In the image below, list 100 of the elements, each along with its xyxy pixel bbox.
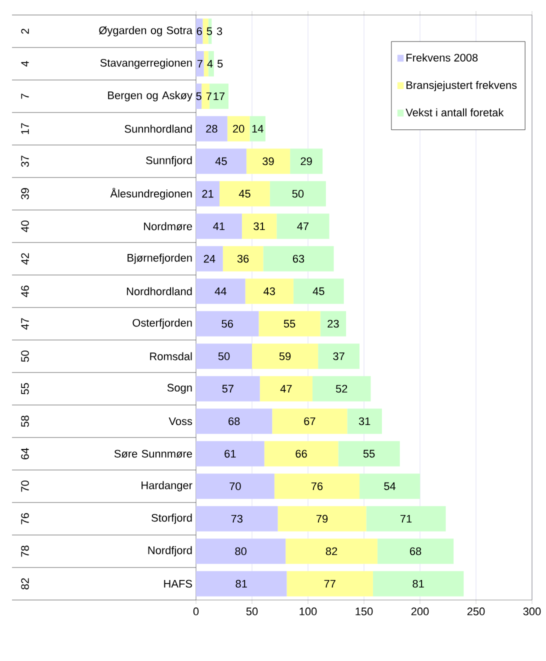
data-label: 3: [216, 27, 222, 36]
bar: [222, 246, 264, 272]
bar: [347, 408, 382, 434]
data-label: 59: [279, 352, 291, 360]
data-label: 5: [206, 27, 212, 36]
data-label: 45: [312, 287, 324, 296]
y-tick-label: Bjørnefjorden: [128, 254, 192, 264]
data-label: 63: [292, 254, 304, 263]
bar: [252, 344, 318, 369]
bar: [278, 506, 366, 532]
bar: [196, 246, 223, 272]
y-tick-label: Søre Sunnmøre: [114, 450, 192, 458]
bar: [196, 474, 274, 499]
legend-label: Frekvens 2008: [406, 54, 478, 62]
text: 82: [21, 578, 29, 590]
bar: [202, 84, 210, 109]
bar: [196, 116, 228, 142]
bar: [286, 571, 373, 596]
x-tick-label: 100: [300, 608, 317, 616]
bar: [227, 116, 250, 142]
data-label: 68: [410, 547, 422, 556]
bar: [338, 441, 400, 466]
data-label: 7: [197, 60, 202, 68]
data-label: 31: [358, 417, 370, 426]
y-tick-label: Nordhordland: [126, 287, 192, 296]
bar: [260, 376, 312, 402]
data-label: 73: [231, 514, 242, 523]
bar: [366, 506, 446, 532]
data-label: 57: [222, 384, 234, 393]
bar: [360, 474, 420, 499]
data-label: 6: [196, 27, 202, 36]
text: 47: [21, 318, 29, 330]
data-label: 76: [311, 482, 323, 490]
data-label: 56: [222, 320, 233, 328]
x-tick-label: 200: [411, 608, 429, 616]
data-label: 5: [196, 92, 202, 100]
bar: [372, 571, 464, 596]
text: 55: [21, 383, 29, 394]
bar: [286, 538, 378, 564]
data-label: 20: [233, 124, 244, 133]
y-tick-label: Nordfjord: [148, 546, 192, 556]
text: 58: [21, 416, 29, 427]
y-tick-label: Bergen og Askøy: [108, 91, 192, 102]
data-label: 52: [336, 384, 348, 393]
data-label: 81: [412, 580, 424, 588]
bar: [202, 18, 208, 44]
y-tick-label: Romsdal: [150, 352, 192, 360]
x-tick-label: 50: [246, 608, 258, 616]
data-label: 80: [235, 547, 246, 556]
data-label: 77: [324, 580, 336, 588]
y-tick-label: HAFS: [164, 580, 192, 588]
data-label: 29: [300, 157, 312, 166]
text: 17: [21, 123, 29, 134]
data-label: 21: [202, 190, 214, 198]
bar: [274, 474, 360, 499]
text: 7: [21, 94, 29, 99]
text: 4: [21, 61, 29, 67]
y-tick-label: Sogn: [167, 384, 192, 394]
bar: [208, 51, 214, 76]
data-label: 17: [214, 92, 225, 100]
data-label: 61: [224, 450, 236, 458]
bar: [312, 376, 371, 402]
data-label: 50: [218, 352, 230, 360]
data-label: 67: [304, 417, 316, 426]
data-label: 54: [384, 482, 396, 490]
data-label: 45: [215, 157, 227, 166]
bar: [196, 408, 272, 434]
y-tick-label: Nordmøre: [144, 222, 192, 230]
bar: [204, 51, 208, 76]
bar: [272, 408, 348, 434]
y-tick-label: Osterfjorden: [132, 318, 192, 329]
data-label: 55: [284, 320, 296, 328]
data-label: 71: [400, 514, 412, 523]
bar: [242, 214, 277, 239]
data-label: 50: [292, 190, 304, 198]
x-tick-label: 250: [467, 608, 485, 616]
data-label: 44: [214, 287, 226, 296]
text: 40: [21, 220, 29, 232]
bar: [196, 344, 252, 369]
data-label: 55: [363, 450, 375, 458]
y-tick-label: Øygarden og Sotra: [99, 26, 192, 36]
bar: [196, 538, 286, 564]
text: 37: [21, 156, 29, 167]
bar: [264, 441, 338, 466]
x-tick-label: 0: [193, 608, 199, 616]
bar: [196, 506, 278, 532]
data-label: 37: [333, 352, 344, 360]
text: 39: [21, 188, 29, 200]
data-label: 4: [207, 60, 213, 68]
text: 50: [21, 350, 29, 362]
data-label: 47: [280, 384, 292, 393]
data-label: 5: [217, 60, 223, 68]
bar: [196, 441, 264, 466]
data-label: 47: [297, 222, 309, 230]
text: 42: [21, 253, 29, 265]
bar: [196, 311, 259, 336]
data-label: 43: [264, 287, 275, 296]
bar: [258, 311, 320, 336]
legend-label: Bransjejustert frekvens: [406, 80, 517, 92]
text: 2: [21, 28, 29, 34]
